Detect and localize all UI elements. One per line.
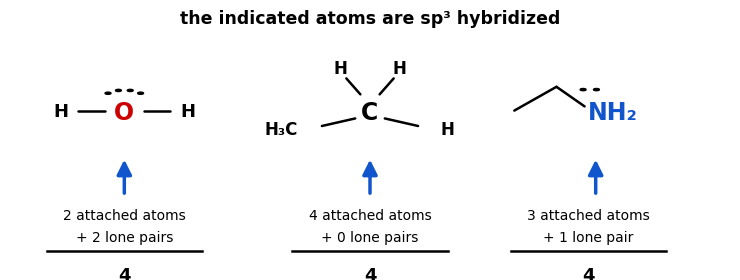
Text: 4 attached atoms: 4 attached atoms: [309, 209, 431, 223]
Circle shape: [115, 89, 121, 92]
Circle shape: [593, 88, 599, 91]
Text: H: H: [181, 103, 195, 121]
Text: O: O: [114, 101, 135, 125]
Circle shape: [105, 92, 111, 94]
Circle shape: [580, 88, 586, 91]
Text: C: C: [361, 101, 379, 125]
Text: H: H: [440, 121, 454, 139]
Text: 4: 4: [364, 267, 376, 280]
Text: H₃C: H₃C: [264, 121, 297, 139]
Text: H: H: [393, 60, 406, 78]
Text: 4: 4: [118, 267, 130, 280]
Text: H: H: [334, 60, 347, 78]
Text: H: H: [53, 103, 68, 121]
Text: + 2 lone pairs: + 2 lone pairs: [75, 231, 173, 245]
Text: the indicated atoms are sp³ hybridized: the indicated atoms are sp³ hybridized: [180, 10, 560, 28]
Text: 4: 4: [582, 267, 594, 280]
Text: + 0 lone pairs: + 0 lone pairs: [321, 231, 419, 245]
Circle shape: [127, 89, 133, 92]
Text: 2 attached atoms: 2 attached atoms: [63, 209, 186, 223]
Circle shape: [138, 92, 144, 94]
Text: 3 attached atoms: 3 attached atoms: [527, 209, 650, 223]
Text: NH₂: NH₂: [588, 101, 638, 125]
Text: + 1 lone pair: + 1 lone pair: [543, 231, 633, 245]
